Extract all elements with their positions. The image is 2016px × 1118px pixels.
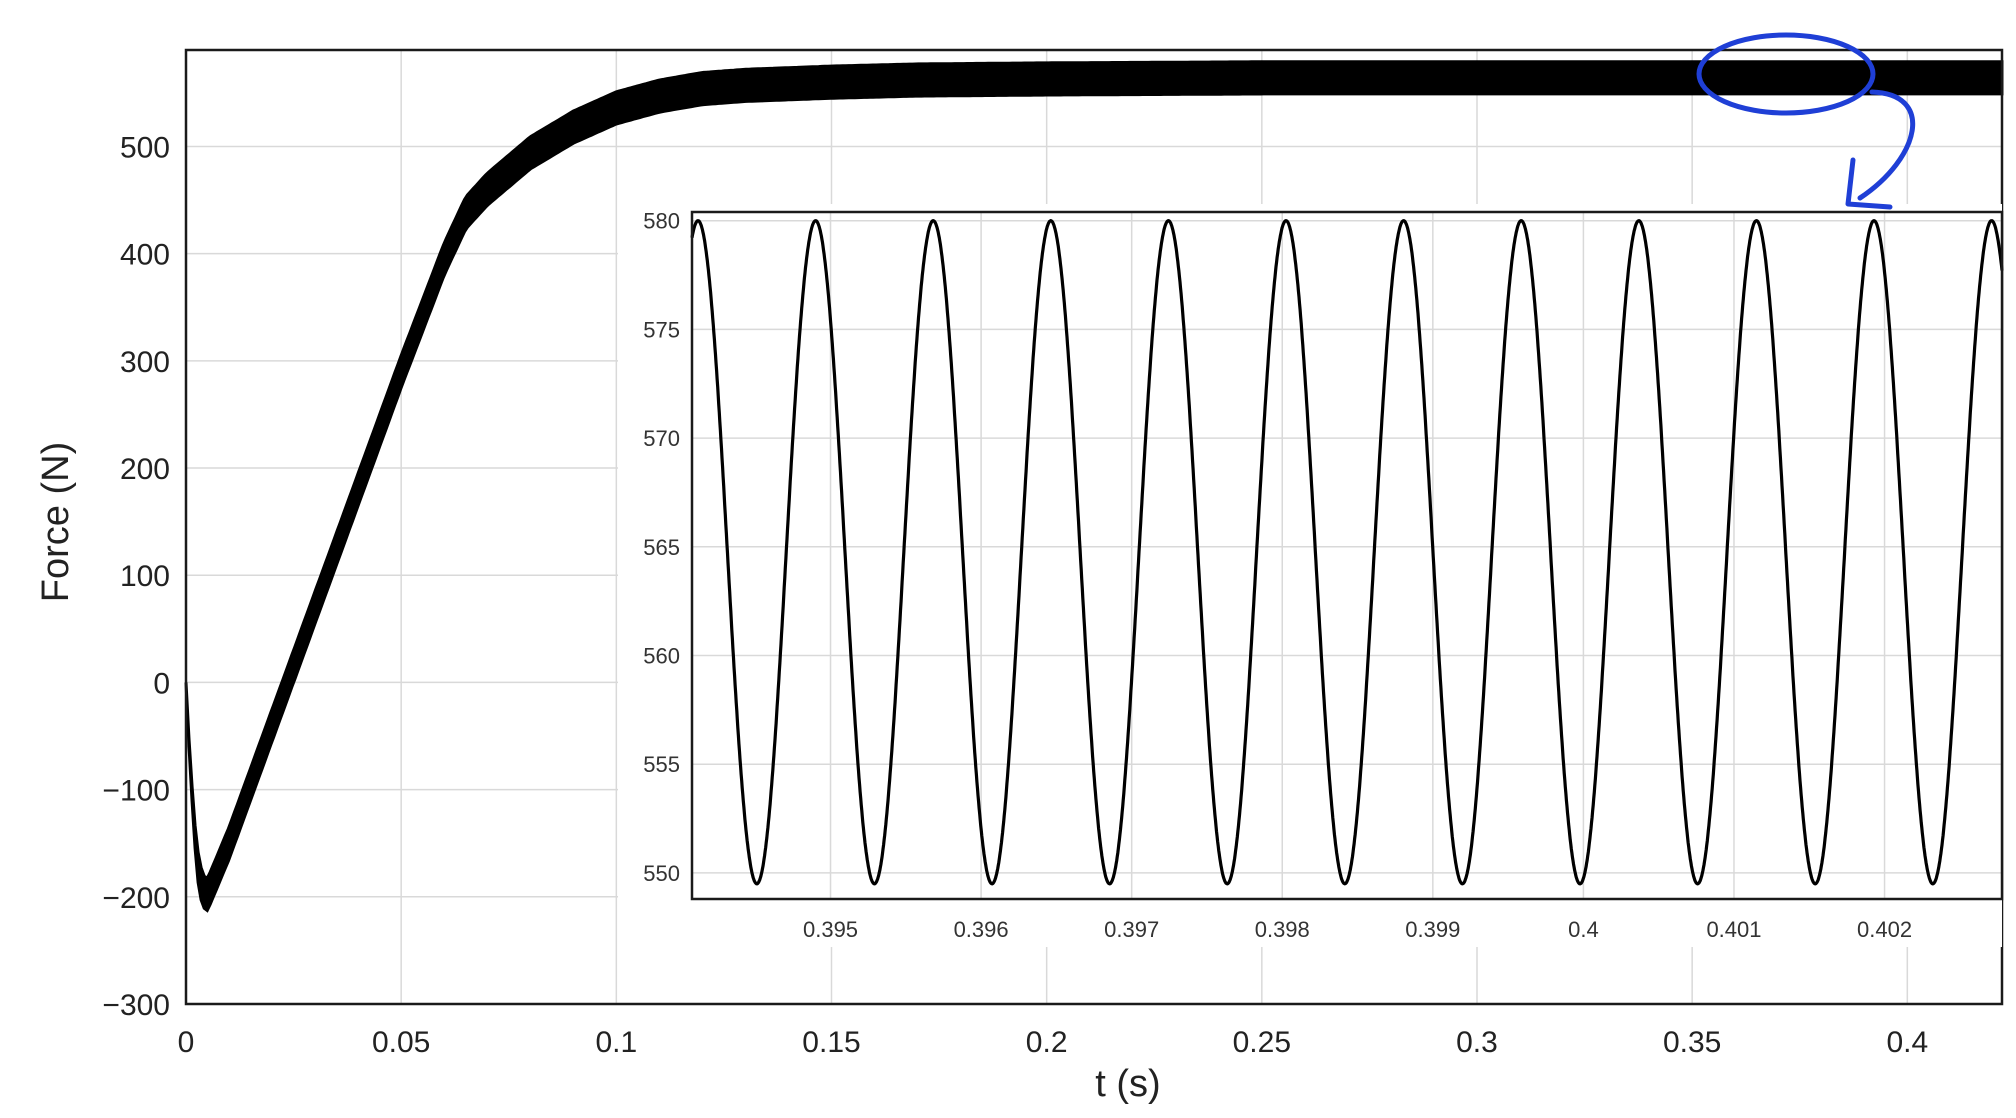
zoom-arrow bbox=[1857, 89, 1916, 201]
inset-x-tick-label: 0.401 bbox=[1706, 917, 1761, 942]
main-x-tick-label: 0.1 bbox=[595, 1026, 637, 1059]
main-x-tick-label: 0.15 bbox=[802, 1026, 860, 1059]
main-x-tick-label: 0.2 bbox=[1026, 1026, 1068, 1059]
inset-y-tick-labels: 550 555 560 565 570 575 580 bbox=[643, 209, 680, 886]
main-x-tick-label: 0 bbox=[178, 1026, 195, 1059]
inset-x-tick-label: 0.399 bbox=[1405, 917, 1460, 942]
inset-y-tick-label: 570 bbox=[643, 426, 680, 451]
main-x-tick-label: 0.35 bbox=[1663, 1026, 1721, 1059]
inset-x-tick-label: 0.395 bbox=[803, 917, 858, 942]
inset-y-tick-label: 565 bbox=[643, 535, 680, 560]
main-y-tick-label: 200 bbox=[120, 453, 170, 486]
inset-y-tick-label: 575 bbox=[643, 317, 680, 342]
inset-x-tick-label: 0.398 bbox=[1255, 917, 1310, 942]
main-x-tick-label: 0.05 bbox=[372, 1026, 430, 1059]
main-x-tick-label: 0.25 bbox=[1233, 1026, 1291, 1059]
inset-y-tick-label: 560 bbox=[643, 644, 680, 669]
main-y-tick-label: 0 bbox=[153, 667, 170, 700]
inset-y-tick-label: 580 bbox=[643, 209, 680, 234]
main-y-tick-label: 500 bbox=[120, 131, 170, 164]
inset-x-tick-label: 0.397 bbox=[1104, 917, 1159, 942]
zoom-annotation bbox=[1696, 32, 1916, 210]
main-x-tick-labels: 0 0.05 0.1 0.15 0.2 0.25 0.3 0.35 0.4 bbox=[178, 1026, 1929, 1059]
inset-y-tick-label: 555 bbox=[643, 752, 680, 777]
inset-x-tick-labels: 0.395 0.396 0.397 0.398 0.399 0.4 0.401 0.402 bbox=[803, 917, 1912, 942]
main-x-tick-label: 0.3 bbox=[1456, 1026, 1498, 1059]
main-y-tick-label: 100 bbox=[120, 560, 170, 593]
inset-y-tick-label: 550 bbox=[643, 861, 680, 886]
inset-grid bbox=[692, 212, 2002, 899]
inset-background bbox=[618, 204, 2002, 947]
main-y-tick-label: −300 bbox=[102, 989, 170, 1022]
inset-x-tick-label: 0.4 bbox=[1568, 917, 1599, 942]
inset-x-tick-label: 0.396 bbox=[954, 917, 1009, 942]
main-y-tick-label: −100 bbox=[102, 775, 170, 808]
zoom-ellipse bbox=[1696, 32, 1876, 116]
y-axis-label: Force (N) bbox=[35, 442, 77, 602]
inset-series bbox=[690, 219, 2004, 886]
main-y-tick-labels: −300 −200 −100 0 100 200 300 400 500 bbox=[102, 131, 170, 1022]
main-y-tick-label: 400 bbox=[120, 239, 170, 272]
zoom-inset: 0.395 0.396 0.397 0.398 0.399 0.4 0.401 0.402 5… bbox=[618, 204, 2004, 947]
main-y-tick-label: −200 bbox=[102, 882, 170, 915]
inset-force-ripple bbox=[690, 219, 2004, 886]
x-axis-label: t (s) bbox=[1095, 1063, 1160, 1105]
inset-plot-frame bbox=[690, 210, 2004, 901]
inset-x-tick-label: 0.402 bbox=[1857, 917, 1912, 942]
main-x-tick-label: 0.4 bbox=[1886, 1026, 1928, 1059]
zoom-arrowhead bbox=[1845, 157, 1893, 210]
main-y-tick-label: 300 bbox=[120, 346, 170, 379]
